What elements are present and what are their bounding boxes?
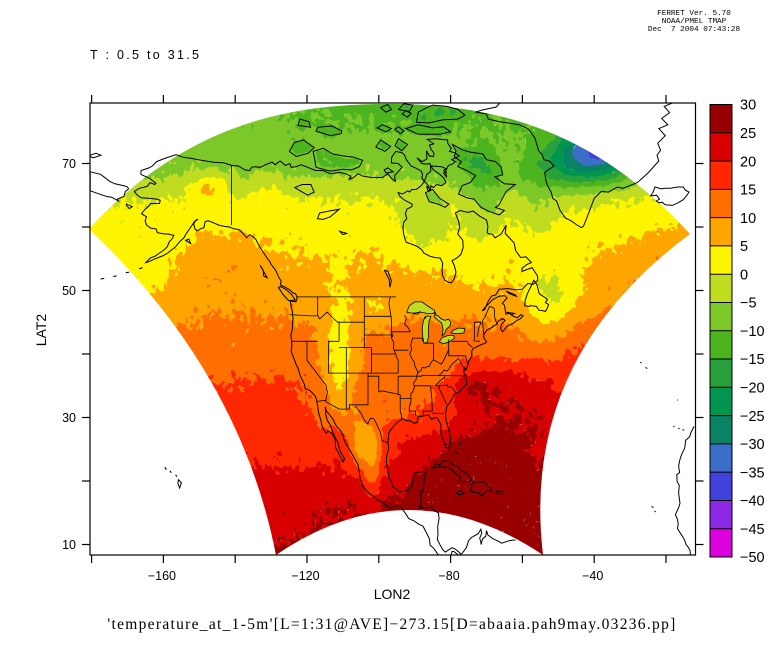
svg-text:FERRET Ver. 5.70: FERRET Ver. 5.70	[657, 10, 731, 18]
svg-text:−30: −30	[740, 437, 765, 453]
svg-text:−15: −15	[740, 352, 765, 368]
svg-text:−50: −50	[740, 550, 765, 566]
svg-text:−25: −25	[740, 409, 765, 425]
svg-text:25: 25	[740, 126, 756, 142]
svg-text:15: 15	[740, 183, 756, 199]
svg-text:50: 50	[62, 284, 76, 298]
svg-text:−10: −10	[740, 324, 765, 340]
svg-text:Dec 7 2004 07:43:28: Dec 7 2004 07:43:28	[648, 26, 741, 34]
svg-text:−20: −20	[740, 381, 765, 397]
svg-text:30: 30	[740, 98, 756, 114]
svg-text:−5: −5	[740, 296, 757, 312]
svg-text:5: 5	[740, 239, 748, 255]
svg-text:T : 0.5 to 31.5: T : 0.5 to 31.5	[90, 48, 199, 62]
svg-text:−120: −120	[291, 569, 319, 583]
svg-text:−40: −40	[582, 569, 603, 583]
svg-text:−45: −45	[740, 522, 765, 538]
svg-text:30: 30	[62, 411, 76, 425]
svg-text:NOAA/PMEL TMAP: NOAA/PMEL TMAP	[662, 18, 727, 26]
svg-text:−40: −40	[740, 494, 765, 510]
svg-text:−80: −80	[438, 569, 459, 583]
svg-text:−160: −160	[148, 569, 176, 583]
svg-text:70: 70	[62, 157, 76, 171]
svg-text:'temperature_at_1-5m'[L=1:31@A: 'temperature_at_1-5m'[L=1:31@AVE]−273.15…	[107, 616, 676, 633]
svg-text:0: 0	[740, 267, 748, 283]
svg-text:LON2: LON2	[374, 586, 411, 602]
svg-text:10: 10	[740, 211, 756, 227]
svg-text:20: 20	[740, 154, 756, 170]
svg-text:10: 10	[62, 538, 76, 552]
svg-text:−35: −35	[740, 465, 765, 481]
svg-text:LAT2: LAT2	[33, 314, 49, 347]
